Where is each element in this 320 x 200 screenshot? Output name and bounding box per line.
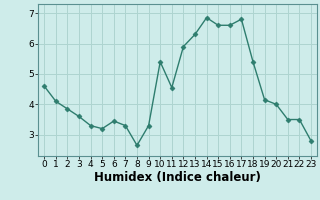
- X-axis label: Humidex (Indice chaleur): Humidex (Indice chaleur): [94, 171, 261, 184]
